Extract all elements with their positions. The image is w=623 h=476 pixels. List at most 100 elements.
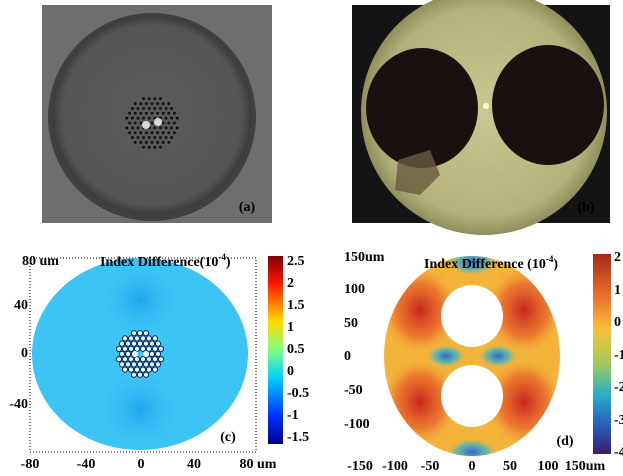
hole bbox=[143, 362, 148, 367]
stress-hole bbox=[441, 365, 503, 427]
hole bbox=[156, 131, 159, 134]
hole bbox=[167, 102, 170, 105]
hole bbox=[139, 112, 142, 115]
hole bbox=[151, 102, 154, 105]
colorbar-tick-label: 2 bbox=[287, 276, 294, 291]
hole bbox=[146, 367, 151, 372]
hole bbox=[156, 141, 159, 144]
hole bbox=[137, 341, 142, 346]
hole bbox=[142, 136, 145, 139]
plot-title: Index Difference (10-4) bbox=[424, 254, 558, 272]
hole bbox=[128, 357, 133, 362]
hole bbox=[142, 97, 145, 100]
hole bbox=[131, 136, 134, 139]
hole bbox=[176, 126, 179, 129]
colorbar-tick-label: -3 bbox=[614, 413, 623, 428]
hole bbox=[131, 107, 134, 110]
hole bbox=[170, 117, 173, 120]
hole bbox=[159, 97, 162, 100]
hole bbox=[143, 331, 148, 336]
hole bbox=[152, 346, 157, 351]
colorbar-tick-label: -1.5 bbox=[287, 430, 309, 445]
hole bbox=[143, 372, 148, 377]
colorbar-tick-label: 2 bbox=[614, 250, 621, 265]
hole bbox=[140, 367, 145, 372]
colorbar-tick-label: -2 bbox=[614, 380, 623, 395]
hole bbox=[131, 362, 136, 367]
hole bbox=[139, 102, 142, 105]
stress-rod bbox=[492, 45, 604, 165]
hole bbox=[152, 367, 157, 372]
hole bbox=[128, 346, 133, 351]
hole bbox=[149, 362, 154, 367]
hole bbox=[162, 122, 165, 125]
colorbar-tick-label: 1 bbox=[287, 320, 294, 335]
y-tick-label: 150um bbox=[344, 250, 385, 265]
colorbar bbox=[268, 256, 283, 444]
hole bbox=[165, 136, 168, 139]
hole bbox=[153, 136, 156, 139]
hole bbox=[134, 357, 139, 362]
hole bbox=[149, 351, 154, 356]
x-tick-label: 0 bbox=[138, 457, 145, 472]
hole bbox=[119, 351, 124, 356]
fiber-a bbox=[52, 15, 252, 215]
colorbar-tick-label: 0 bbox=[614, 315, 621, 330]
stress-hole bbox=[441, 285, 503, 347]
title-part: Index Difference(10 bbox=[100, 255, 218, 270]
hole bbox=[170, 136, 173, 139]
panel-label: (c) bbox=[220, 430, 236, 445]
core bbox=[132, 351, 138, 357]
hole bbox=[153, 107, 156, 110]
y-tick-label: 100 bbox=[344, 282, 365, 297]
hole bbox=[162, 141, 165, 144]
panel-label: (d) bbox=[556, 434, 573, 449]
hole bbox=[152, 336, 157, 341]
hole bbox=[140, 336, 145, 341]
hole bbox=[134, 346, 139, 351]
hole bbox=[131, 341, 136, 346]
hole bbox=[152, 357, 157, 362]
hole bbox=[119, 362, 124, 367]
hole bbox=[176, 117, 179, 120]
hole bbox=[167, 112, 170, 115]
hole bbox=[155, 362, 160, 367]
hole bbox=[142, 146, 145, 149]
colorbar-tick-label: 2.5 bbox=[287, 254, 305, 269]
x-tick-label: 80 um bbox=[240, 457, 277, 472]
figure: (a)(b)(c)(d)Index Difference(10-4)Index … bbox=[0, 0, 623, 476]
y-tick-label: 40 bbox=[14, 298, 28, 313]
hole bbox=[134, 367, 139, 372]
plot-title: Index Difference(10-4) bbox=[100, 252, 231, 270]
y-tick-label: 0 bbox=[21, 346, 28, 361]
colorbar-tick-label: -4 bbox=[614, 445, 623, 460]
colorbar-tick-label: -1 bbox=[287, 408, 299, 423]
hole bbox=[167, 122, 170, 125]
core bbox=[143, 351, 149, 357]
colorbar-tick-label: -0.5 bbox=[287, 386, 309, 401]
hole bbox=[142, 107, 145, 110]
hole bbox=[148, 146, 151, 149]
hole bbox=[137, 372, 142, 377]
x-tick-label: -80 bbox=[21, 457, 40, 472]
x-tick-label: -40 bbox=[77, 457, 96, 472]
hole bbox=[145, 131, 148, 134]
y-tick-label: -100 bbox=[344, 417, 370, 432]
hole bbox=[143, 341, 148, 346]
hole bbox=[128, 336, 133, 341]
hole bbox=[151, 112, 154, 115]
hole bbox=[134, 122, 137, 125]
title-part: ) bbox=[553, 257, 558, 272]
hole bbox=[122, 367, 127, 372]
hole bbox=[128, 131, 131, 134]
hole bbox=[162, 102, 165, 105]
hole bbox=[137, 107, 140, 110]
x-tick-label: 40 bbox=[187, 457, 201, 472]
hole bbox=[159, 136, 162, 139]
hole bbox=[170, 107, 173, 110]
x-tick-label: 100 bbox=[538, 459, 559, 474]
hole bbox=[149, 341, 154, 346]
hole bbox=[122, 336, 127, 341]
hole bbox=[159, 146, 162, 149]
hole bbox=[131, 372, 136, 377]
